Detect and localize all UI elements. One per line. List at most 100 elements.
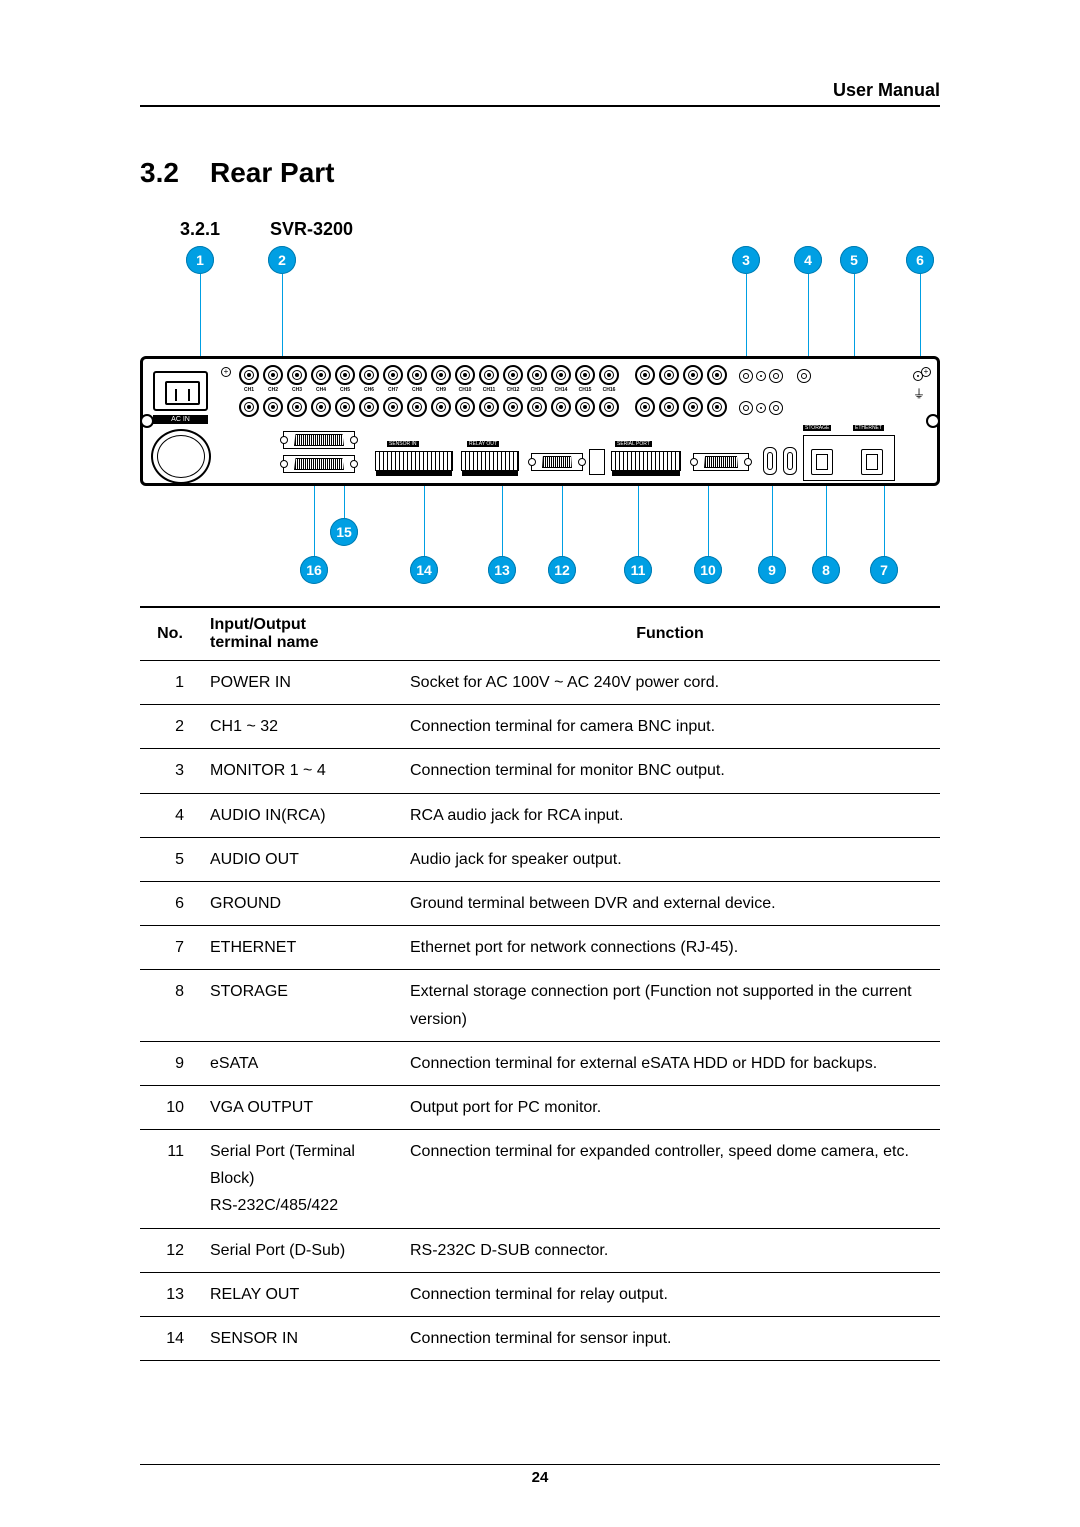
table-row: 1POWER INSocket for AC 100V ~ AC 240V po… [140, 661, 940, 705]
callout-9: 9 [758, 556, 786, 584]
callout-13: 13 [488, 556, 516, 584]
monitor-bnc-row2 [635, 397, 727, 417]
rear-panel-diagram: AC IN CH1CH2CH3CH4CH5CH6CH7CH8CH9CH10CH1… [140, 246, 940, 576]
cell-name: ETHERNET [200, 926, 400, 970]
cell-no: 5 [140, 837, 200, 881]
sensor-in-block [375, 451, 453, 471]
cell-no: 8 [140, 970, 200, 1041]
sensor-in-label: SENSOR IN [387, 441, 419, 447]
serial-dsub [531, 453, 583, 471]
cell-name: RELAY OUT [200, 1272, 400, 1316]
fan-icon [151, 429, 211, 484]
ground-icon: ⏚ [913, 385, 925, 402]
callout-14: 14 [410, 556, 438, 584]
table-row: 2CH1 ~ 32Connection terminal for camera … [140, 705, 940, 749]
callout-11: 11 [624, 556, 652, 584]
monitor-bnc-row [635, 365, 727, 385]
cell-fn: Connection terminal for external eSATA H… [400, 1041, 940, 1085]
cell-no: 6 [140, 881, 200, 925]
audio-dsub-bottom [283, 455, 355, 473]
cell-name: Serial Port (Terminal Block) RS-232C/485… [200, 1130, 400, 1229]
vga-dsub [693, 453, 749, 471]
serial-term-block [611, 451, 681, 471]
page-number: 24 [532, 1469, 549, 1486]
power-socket [153, 371, 208, 411]
ac-in-label: AC IN [153, 415, 208, 424]
cell-fn: Output port for PC monitor. [400, 1085, 940, 1129]
cell-fn: Ground terminal between DVR and external… [400, 881, 940, 925]
table-row: 13RELAY OUTConnection terminal for relay… [140, 1272, 940, 1316]
cell-name: AUDIO IN(RCA) [200, 793, 400, 837]
section-number: 3.2 [140, 157, 210, 189]
table-row: 9eSATAConnection terminal for external e… [140, 1041, 940, 1085]
cell-name: eSATA [200, 1041, 400, 1085]
callout-6: 6 [906, 246, 934, 274]
table-row: 14SENSOR INConnection terminal for senso… [140, 1317, 940, 1361]
bnc-row-top [239, 365, 619, 385]
cell-no: 3 [140, 749, 200, 793]
cell-no: 14 [140, 1317, 200, 1361]
page-footer: 24 [140, 1464, 940, 1487]
cell-fn: Connection terminal for relay output. [400, 1272, 940, 1316]
cell-name: STORAGE [200, 970, 400, 1041]
callout-8: 8 [812, 556, 840, 584]
audio-dsub-top [283, 431, 355, 449]
cell-fn: Connection terminal for monitor BNC outp… [400, 749, 940, 793]
callout-12: 12 [548, 556, 576, 584]
audio-out-rca [797, 369, 811, 383]
callout-4: 4 [794, 246, 822, 274]
col-name: Input/Output terminal name [200, 607, 400, 661]
callout-5: 5 [840, 246, 868, 274]
col-fn: Function [400, 607, 940, 661]
esata-port [763, 447, 777, 475]
cell-name: MONITOR 1 ~ 4 [200, 749, 400, 793]
callout-16: 16 [300, 556, 328, 584]
relay-out-label: RELAY OUT [467, 441, 499, 447]
esata-port-2 [783, 447, 797, 475]
header-title: User Manual [833, 80, 940, 101]
channel-labels-top: CH1CH2CH3CH4CH5CH6CH7CH8CH9CH10CH11CH12C… [239, 387, 619, 393]
section-title: Rear Part [210, 157, 335, 188]
network-group-frame [803, 435, 895, 481]
cell-fn: RS-232C D-SUB connector. [400, 1228, 940, 1272]
cell-no: 12 [140, 1228, 200, 1272]
relay-out-block [461, 451, 519, 471]
table-row: 5AUDIO OUTAudio jack for speaker output. [140, 837, 940, 881]
device-panel: AC IN CH1CH2CH3CH4CH5CH6CH7CH8CH9CH10CH1… [140, 356, 940, 486]
screw-icon [221, 367, 231, 377]
cell-name: AUDIO OUT [200, 837, 400, 881]
cell-name: VGA OUTPUT [200, 1085, 400, 1129]
cell-no: 9 [140, 1041, 200, 1085]
bnc-row-bottom [239, 397, 619, 417]
callout-10: 10 [694, 556, 722, 584]
table-row: 4AUDIO IN(RCA)RCA audio jack for RCA inp… [140, 793, 940, 837]
table-row: 10VGA OUTPUTOutput port for PC monitor. [140, 1085, 940, 1129]
cell-no: 4 [140, 793, 200, 837]
storage-label: STORAGE [803, 425, 831, 431]
cell-fn: RCA audio jack for RCA input. [400, 793, 940, 837]
usb-frame [589, 449, 605, 475]
audio-in-rca2 [739, 401, 783, 415]
subsection-number: 3.2.1 [180, 219, 270, 240]
cell-name: CH1 ~ 32 [200, 705, 400, 749]
cell-fn: Connection terminal for expanded control… [400, 1130, 940, 1229]
table-row: 3MONITOR 1 ~ 4Connection terminal for mo… [140, 749, 940, 793]
subsection-heading: 3.2.1SVR-3200 [180, 219, 940, 240]
cell-name: GROUND [200, 881, 400, 925]
cell-fn: Audio jack for speaker output. [400, 837, 940, 881]
cell-no: 7 [140, 926, 200, 970]
cell-no: 11 [140, 1130, 200, 1229]
section-heading: 3.2Rear Part [140, 157, 940, 189]
table-row: 8STORAGEExternal storage connection port… [140, 970, 940, 1041]
callout-2: 2 [268, 246, 296, 274]
subsection-title: SVR-3200 [270, 219, 353, 239]
cell-no: 10 [140, 1085, 200, 1129]
cell-fn: Socket for AC 100V ~ AC 240V power cord. [400, 661, 940, 705]
cell-fn: Connection terminal for camera BNC input… [400, 705, 940, 749]
cell-fn: External storage connection port (Functi… [400, 970, 940, 1041]
cell-no: 2 [140, 705, 200, 749]
table-row: 12Serial Port (D-Sub)RS-232C D-SUB conne… [140, 1228, 940, 1272]
cell-no: 1 [140, 661, 200, 705]
callout-7: 7 [870, 556, 898, 584]
table-header-row: No. Input/Output terminal name Function [140, 607, 940, 661]
